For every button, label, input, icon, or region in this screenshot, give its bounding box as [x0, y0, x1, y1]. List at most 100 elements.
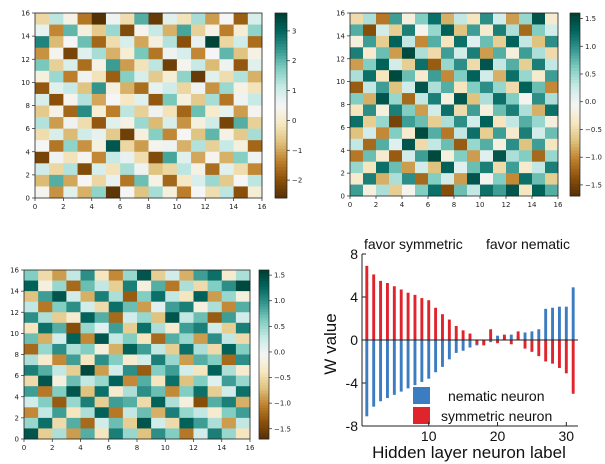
colorbar-segment [275, 117, 287, 122]
heatmap-cell [108, 280, 124, 292]
heatmap-cell [532, 104, 546, 117]
heatmap-cell [134, 174, 149, 187]
heatmap-cell [122, 343, 138, 355]
bar-symmetric [447, 319, 451, 340]
colorbar-segment [259, 284, 269, 288]
heatmap-cell [506, 115, 520, 128]
y-tick-label: 16 [21, 10, 30, 18]
heatmap-cell [219, 47, 235, 60]
heatmap-cell [94, 343, 110, 355]
heatmap-cell [415, 115, 429, 128]
bar-nematic [489, 340, 493, 343]
y-tick-label: 16 [10, 267, 19, 275]
heatmap-cell [105, 140, 121, 153]
heatmap-cell [193, 375, 209, 387]
heatmap-cell [105, 117, 121, 130]
legend-swatch-nematic [413, 387, 430, 404]
colorbar-segment [275, 77, 287, 82]
heatmap-cell [179, 407, 194, 419]
heatmap-cell [363, 93, 377, 105]
x-tick-label: 2 [50, 444, 54, 452]
colorbar-segment [570, 77, 580, 81]
colorbar-segment [259, 396, 269, 400]
heatmap-cell [137, 375, 152, 387]
heatmap-cell [233, 59, 249, 72]
heatmap-cell [162, 13, 178, 25]
colorbar-segment [259, 281, 269, 285]
heatmap-cell [122, 301, 138, 313]
bar-symmetric [441, 314, 444, 340]
heatmap-cell [454, 93, 468, 105]
colorbar-segment [570, 92, 580, 96]
heatmap-cell [94, 270, 110, 281]
heatmap-cell [63, 186, 78, 199]
heatmap-cell [207, 343, 223, 355]
colorbar-segment [275, 13, 287, 17]
heatmap-cell [233, 128, 249, 141]
heatmap-cell [134, 117, 149, 130]
heatmap-cell [137, 365, 152, 377]
colorbar-segment [259, 351, 269, 355]
colorbar-frame [274, 12, 288, 199]
heatmap-cell [350, 127, 364, 140]
colorbar-segment [570, 46, 580, 50]
heatmap-cell [193, 291, 209, 303]
heatmap-cell [77, 105, 93, 118]
heatmap-cell [105, 82, 121, 95]
heatmap-cell [235, 312, 251, 324]
colorbar-segment [275, 170, 287, 174]
heatmap-cell [191, 24, 206, 37]
heatmap-cell [480, 81, 494, 94]
heatmap-cell [219, 13, 235, 25]
heatmap-cell [66, 365, 81, 377]
heatmap-cell [49, 128, 64, 141]
heatmap-cell [137, 322, 152, 334]
bar-symmetric [489, 329, 493, 340]
heatmap-cell [350, 115, 364, 128]
bar-nematic [557, 306, 561, 340]
heatmap-cell [235, 354, 251, 366]
heatmap-cell [532, 173, 546, 185]
heatmap-cell [376, 104, 390, 117]
heatmap-cell [66, 312, 81, 324]
heatmap-cell [179, 417, 194, 429]
y-tick-label: 8 [350, 246, 358, 262]
heatmap-cell [35, 70, 50, 83]
heatmap-cell [193, 417, 209, 429]
colorbar-segment [259, 422, 269, 426]
heatmap-cell [38, 365, 53, 377]
heatmap-cell [49, 117, 64, 130]
heatmap-cell [94, 428, 110, 440]
heatmap-cell [108, 322, 124, 334]
heatmap-cell [52, 396, 67, 408]
y-tick-label: 8 [15, 351, 19, 359]
heatmap-cell [247, 47, 263, 60]
heatmap-cell [480, 70, 494, 83]
bar-symmetric [427, 300, 431, 340]
heatmap-cell [493, 138, 507, 151]
heatmap-cell [148, 93, 164, 106]
heatmap-cell [176, 70, 192, 83]
heatmap-cell [162, 186, 178, 199]
colorbar-segment [570, 192, 580, 197]
heatmap-cell [35, 13, 50, 25]
heatmap-cell [428, 161, 442, 174]
heatmap-cell [137, 312, 152, 324]
heatmap-cell [205, 36, 220, 49]
heatmap-cell [207, 270, 223, 281]
heatmap-cell [233, 93, 249, 106]
x-tick-label: 8 [452, 201, 456, 209]
colorbar-segment [259, 385, 269, 389]
heatmap-cell [108, 333, 124, 345]
colorbar-segment [259, 312, 269, 316]
heatmap-cell [402, 70, 416, 83]
bar-nematic [461, 340, 465, 351]
heatmap-cell [205, 82, 220, 95]
colorbar-segment [570, 125, 580, 130]
heatmap-cell [122, 312, 138, 324]
heatmap-cell [205, 47, 220, 60]
heatmap-cell [532, 70, 546, 83]
bar-nematic [372, 340, 376, 407]
colorbar-segment [259, 436, 269, 440]
heatmap-cell [134, 105, 149, 118]
